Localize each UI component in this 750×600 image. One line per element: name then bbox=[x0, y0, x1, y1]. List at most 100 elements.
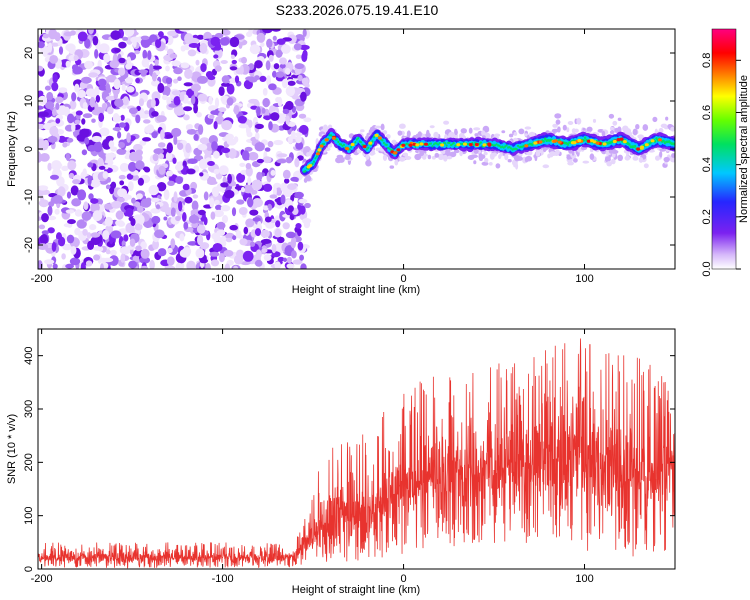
noise-blob bbox=[166, 96, 172, 106]
noise-blob bbox=[117, 131, 122, 139]
noise-blob bbox=[116, 148, 127, 155]
noise-blob bbox=[117, 188, 128, 198]
noise-blob bbox=[129, 151, 139, 162]
noise-blob bbox=[182, 212, 187, 222]
noise-blob bbox=[298, 113, 307, 119]
noise-blob bbox=[299, 254, 304, 261]
noise-blob bbox=[197, 234, 204, 246]
noise-blob bbox=[135, 160, 145, 170]
noise-blob bbox=[213, 121, 218, 130]
noise-blob bbox=[238, 207, 248, 215]
noise-blob bbox=[54, 208, 60, 215]
noise-blob bbox=[120, 253, 126, 263]
noise-blob bbox=[226, 138, 237, 146]
signal-peak bbox=[636, 147, 641, 151]
signal-halo bbox=[406, 130, 411, 138]
noise-blob bbox=[49, 55, 59, 64]
noise-blob bbox=[154, 229, 165, 239]
noise-blob bbox=[137, 205, 144, 213]
noise-blob bbox=[86, 232, 92, 239]
noise-blob bbox=[231, 59, 237, 65]
noise-blob bbox=[227, 173, 233, 184]
noise-blob bbox=[77, 189, 87, 201]
noise-blob bbox=[297, 74, 303, 82]
signal-halo bbox=[573, 158, 578, 163]
noise-blob bbox=[58, 46, 64, 55]
noise-blob bbox=[285, 231, 296, 239]
noise-blob bbox=[77, 31, 88, 42]
signal-peak bbox=[533, 141, 538, 145]
noise-blob bbox=[294, 63, 305, 70]
noise-blob bbox=[249, 241, 256, 247]
noise-blob bbox=[213, 168, 220, 175]
signal-core bbox=[354, 141, 357, 144]
noise-blob bbox=[90, 198, 99, 204]
noise-blob bbox=[297, 241, 304, 251]
signal-halo bbox=[582, 160, 590, 164]
noise-blob bbox=[279, 63, 286, 69]
noise-blob bbox=[141, 58, 150, 68]
spectrogram-x-label: Height of straight line (km) bbox=[292, 284, 420, 296]
noise-blob bbox=[238, 123, 249, 129]
noise-blob bbox=[273, 63, 280, 70]
noise-blob bbox=[55, 102, 60, 111]
noise-blob bbox=[225, 237, 233, 243]
signal-peak bbox=[590, 139, 594, 143]
signal-core bbox=[381, 139, 384, 142]
noise-blob bbox=[287, 183, 297, 191]
noise-blob bbox=[285, 115, 291, 126]
signal-core bbox=[498, 144, 501, 148]
noise-blob bbox=[82, 228, 88, 236]
noise-blob bbox=[262, 156, 272, 164]
noise-blob bbox=[157, 82, 165, 94]
noise-blob bbox=[256, 106, 261, 117]
noise-blob bbox=[128, 107, 138, 115]
noise-blob bbox=[157, 142, 166, 148]
noise-blob bbox=[171, 127, 182, 137]
noise-blob bbox=[119, 246, 131, 255]
spectrogram-y-tick-label: 20 bbox=[23, 47, 35, 59]
noise-blob bbox=[179, 233, 185, 242]
noise-blob bbox=[207, 75, 216, 81]
noise-blob bbox=[109, 60, 120, 69]
noise-blob bbox=[118, 174, 126, 180]
signal-core bbox=[430, 142, 432, 145]
noise-blob bbox=[105, 249, 111, 255]
signal-halo bbox=[567, 121, 574, 125]
noise-blob bbox=[254, 142, 265, 152]
signal-core bbox=[460, 142, 462, 146]
signal-core bbox=[521, 145, 524, 148]
signal-halo bbox=[665, 116, 669, 121]
noise-blob bbox=[248, 29, 253, 35]
signal-halo bbox=[573, 128, 579, 133]
noise-blob bbox=[220, 205, 231, 212]
signal-halo bbox=[402, 152, 409, 157]
noise-blob bbox=[58, 87, 68, 93]
noise-blob bbox=[188, 43, 200, 48]
noise-blob bbox=[266, 38, 273, 48]
signal-halo bbox=[473, 148, 479, 154]
noise-blob bbox=[271, 243, 277, 254]
signal-halo bbox=[612, 120, 618, 126]
noise-blob bbox=[132, 37, 137, 48]
noise-blob bbox=[61, 165, 69, 171]
noise-blob bbox=[170, 238, 176, 250]
signal-halo bbox=[449, 151, 457, 158]
noise-blob bbox=[102, 171, 109, 179]
noise-blob bbox=[47, 42, 53, 53]
noise-blob bbox=[52, 73, 58, 84]
noise-blob bbox=[38, 117, 43, 123]
snr-y-tick-label: 100 bbox=[23, 506, 35, 524]
noise-blob bbox=[115, 220, 120, 226]
noise-blob bbox=[50, 174, 59, 180]
noise-blob bbox=[38, 138, 45, 149]
noise-blob bbox=[118, 57, 126, 64]
noise-blob bbox=[105, 135, 114, 142]
noise-blob bbox=[260, 239, 272, 244]
noise-blob bbox=[212, 243, 223, 252]
noise-blob bbox=[273, 139, 284, 146]
noise-blob bbox=[110, 30, 121, 40]
noise-blob bbox=[243, 226, 249, 235]
noise-blob bbox=[264, 147, 271, 152]
